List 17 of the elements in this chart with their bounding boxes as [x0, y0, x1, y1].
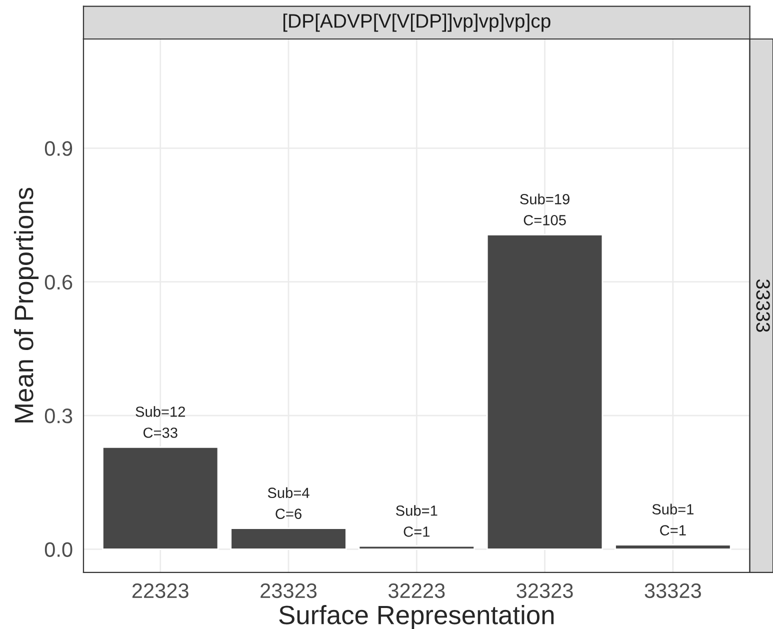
x-tick-label: 32223	[388, 583, 445, 598]
data-label: Sub=1 C=1	[396, 505, 438, 537]
y-axis-title: Mean of Proportions	[14, 188, 39, 422]
y-tick-label: 0.0	[44, 542, 72, 557]
x-tick-label: 22323	[132, 583, 188, 598]
x-tick-label: 33323	[644, 583, 701, 598]
y-tick-label: 0.9	[44, 141, 72, 156]
data-label: Sub=1 C=1	[652, 504, 694, 536]
data-label: Sub=19 C=105	[520, 194, 570, 226]
text: 33333	[756, 279, 770, 332]
x-tick-label: 23323	[260, 583, 317, 598]
data-label: Sub=12 C=33	[136, 406, 185, 438]
y-tick-label: 0.6	[44, 274, 72, 290]
y-tick-label: 0.3	[44, 408, 72, 424]
chart-title: [DP[ADVP[V[V[DP]]vp]vp]vp]cp	[283, 14, 550, 32]
x-tick-label: 32323	[516, 583, 573, 598]
data-label: Sub=4 C=6	[268, 487, 310, 519]
